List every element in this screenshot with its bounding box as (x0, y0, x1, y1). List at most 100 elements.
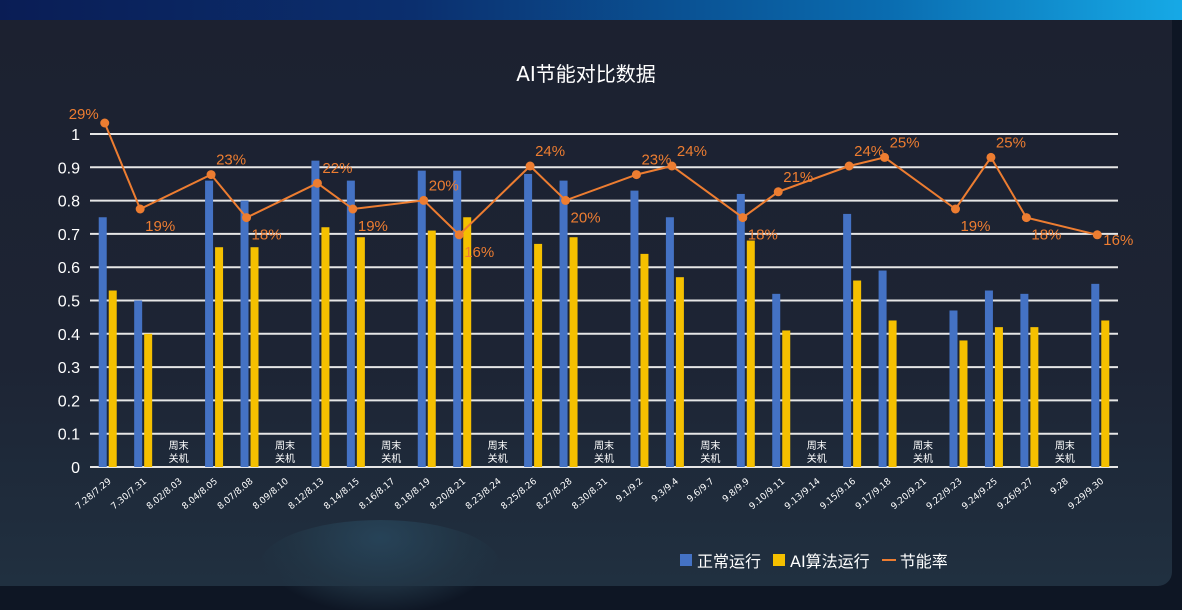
rate-data-label: 16% (464, 244, 494, 261)
weekend-off-label: 周末 (594, 439, 614, 452)
bar-normal (1091, 283, 1100, 467)
rate-data-label: 19% (145, 218, 175, 235)
x-tick-label: 9.10/9.11 (748, 477, 787, 512)
weekend-off-label: 关机 (381, 452, 401, 465)
bar-normal (559, 180, 568, 467)
x-tick-label: 7.30/7.31 (110, 477, 149, 512)
bar-normal (949, 310, 958, 467)
legend-label: 节能率 (899, 552, 948, 571)
rate-line (103, 122, 1098, 237)
bar-ai (888, 320, 897, 467)
rate-data-label: 23% (641, 152, 671, 169)
legend-swatch-normal (680, 554, 692, 566)
rate-point (880, 152, 890, 162)
bar-normal (524, 173, 533, 467)
rate-point (950, 204, 960, 214)
legend-label: 正常运行 (697, 552, 762, 571)
bar-normal (346, 180, 355, 467)
rate-data-label: 18% (252, 227, 282, 244)
x-tick-label: 8.16/8.17 (358, 477, 397, 512)
bar-normal (311, 160, 320, 467)
x-tick-label: 8.27/8.28 (535, 476, 575, 512)
weekend-off-label: 周末 (913, 439, 933, 452)
rate-data-label: 29% (69, 106, 99, 123)
x-tick-label: 8.02/8.03 (145, 477, 184, 512)
chart-title: AI节能对比数据 (516, 62, 656, 86)
x-tick-label: 8.04/8.05 (181, 477, 220, 512)
bar-ai (1101, 320, 1110, 467)
bar-ai (1030, 327, 1039, 467)
legend-swatch-ai (773, 554, 786, 566)
rate-point (738, 213, 748, 223)
legend-item-ai[interactable]: AI算法运行 (773, 548, 870, 572)
weekend-off-label: 关机 (700, 452, 720, 465)
x-tick-label: 9.6/9.7 (686, 477, 717, 505)
y-tick-label: 0.1 (58, 427, 80, 444)
chart-panel (0, 20, 1172, 586)
bar-normal (240, 200, 249, 467)
rate-data-label: 23% (216, 152, 246, 169)
bar-normal (134, 300, 143, 467)
x-tick-label: 9.24/9.25 (960, 477, 999, 512)
y-tick-label: 0.9 (58, 160, 80, 177)
weekend-off-label: 关机 (169, 452, 189, 465)
y-tick-label: 0.6 (58, 260, 80, 277)
x-tick-label: 9.1/9.2 (615, 477, 646, 505)
rate-point (667, 161, 677, 171)
rate-data-label: 18% (748, 227, 778, 244)
bar-ai (250, 247, 259, 467)
bar-normal (417, 170, 426, 467)
rate-data-label: 21% (783, 169, 813, 186)
x-tick-label: 8.09/8.10 (251, 476, 291, 512)
rate-data-label: 20% (571, 209, 601, 226)
bar-ai (534, 243, 543, 467)
x-tick-label: 8.20/8.21 (429, 477, 468, 512)
rate-point (135, 204, 145, 214)
rate-point (348, 204, 358, 214)
weekend-off-label: 周末 (488, 439, 508, 452)
y-tick-label: 0.8 (58, 194, 80, 211)
rate-point (454, 230, 464, 240)
bar-normal (843, 213, 852, 467)
weekend-off-label: 关机 (594, 452, 614, 465)
bar-ai (321, 227, 330, 467)
x-tick-label: 8.14/8.15 (322, 477, 361, 512)
y-tick-label: 0.2 (58, 393, 80, 410)
bar-normal (205, 180, 214, 467)
legend-item-rate[interactable]: 节能率 (881, 548, 948, 572)
rate-point (631, 170, 641, 180)
rate-data-label: 20% (429, 177, 459, 194)
x-tick-label: 9.26/9.27 (996, 477, 1035, 512)
x-tick-label: 8.07/8.08 (216, 476, 256, 512)
rate-point (206, 170, 216, 180)
rate-point (986, 152, 996, 162)
x-tick-label: 9.17/9.18 (854, 476, 894, 512)
bar-ai (569, 237, 578, 467)
weekend-off-label: 关机 (1055, 452, 1075, 465)
rate-point (844, 161, 854, 171)
rate-data-label: 22% (322, 160, 352, 177)
bar-normal (1020, 293, 1029, 467)
bar-ai (994, 327, 1003, 467)
y-tick-label: 0.3 (58, 360, 80, 377)
x-tick-label: 8.25/8.26 (500, 476, 540, 512)
bar-ai (675, 277, 684, 467)
x-tick-label: 9.13/9.14 (783, 476, 823, 512)
bar-ai (108, 290, 117, 467)
rate-data-label: 25% (890, 134, 920, 151)
x-tick-label: 8.23/8.24 (464, 476, 504, 512)
x-tick-label: 8.12/8.13 (287, 477, 326, 512)
bar-ai (463, 217, 472, 467)
bar-normal (98, 217, 107, 467)
x-tick-label: 9.20/9.21 (889, 477, 928, 512)
weekend-off-label: 周末 (169, 439, 189, 452)
x-tick-label: 9.15/9.16 (819, 476, 859, 512)
bar-ai (356, 237, 365, 467)
legend-item-normal[interactable]: 正常运行 (680, 548, 761, 572)
rate-data-label: 19% (960, 218, 990, 235)
weekend-off-label: 关机 (488, 452, 508, 465)
weekend-off-label: 周末 (275, 439, 295, 452)
bar-ai (782, 330, 791, 467)
rate-point (525, 161, 535, 171)
bar-ai (640, 253, 649, 467)
